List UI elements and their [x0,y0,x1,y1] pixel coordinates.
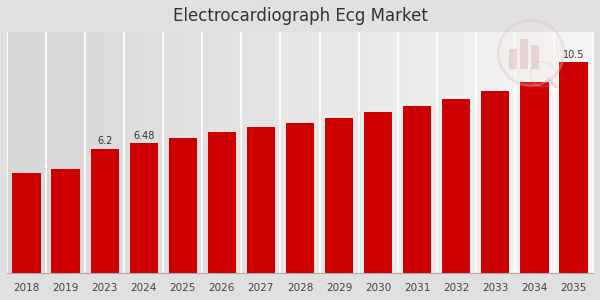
Bar [91,149,119,273]
Bar [442,99,470,273]
Text: 10.5: 10.5 [563,50,584,60]
Text: 6.48: 6.48 [133,130,154,141]
Bar [52,169,80,273]
Bar [247,127,275,273]
Bar [130,143,158,273]
Bar [403,106,431,273]
Bar [169,138,197,273]
Bar [364,112,392,273]
Bar [559,62,587,273]
FancyBboxPatch shape [531,45,539,69]
Circle shape [498,20,564,86]
Text: 6.2: 6.2 [97,136,112,146]
FancyBboxPatch shape [520,39,528,69]
Bar [520,82,548,273]
Bar [208,132,236,273]
FancyBboxPatch shape [509,49,517,69]
Bar [325,118,353,273]
Title: Electrocardiograph Ecg Market: Electrocardiograph Ecg Market [173,7,427,25]
Bar [286,122,314,273]
Bar [13,173,41,273]
Bar [481,92,509,273]
